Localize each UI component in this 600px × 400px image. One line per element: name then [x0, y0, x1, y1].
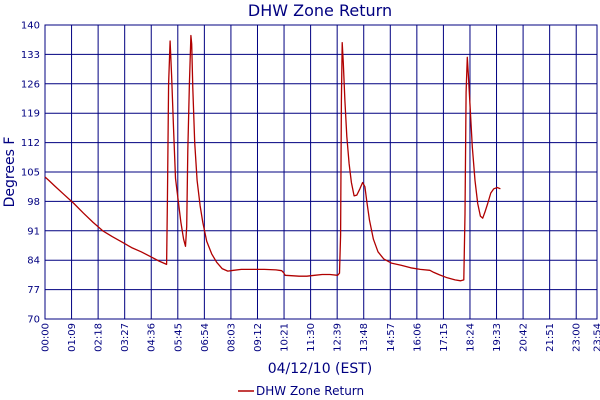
x-tick-label: 04:36: [147, 323, 158, 352]
y-tick-label: 105: [21, 168, 40, 179]
x-tick-label: 00:00: [41, 323, 52, 352]
y-axis-label: Degrees F: [2, 137, 18, 208]
y-tick-label: 126: [21, 79, 40, 90]
x-tick-label: 23:54: [593, 323, 600, 352]
x-tick-label: 13:48: [359, 323, 370, 352]
series-group: [44, 34, 501, 282]
plot-border: [44, 24, 598, 320]
x-tick-label: 20:42: [519, 323, 530, 352]
y-tick-label: 70: [27, 315, 40, 326]
x-tick-label: 11:30: [306, 323, 317, 352]
x-tick-label: 08:03: [226, 323, 237, 352]
x-tick-label: 21:51: [545, 323, 556, 352]
chart-title: DHW Zone Return: [248, 1, 392, 20]
y-tick-label: 140: [21, 21, 40, 32]
x-axis-ticks: 00:00 01:09 02:18 03:27 04:36 05:45 06:54 08:03…: [41, 323, 600, 352]
x-tick-label: 14:57: [386, 323, 397, 352]
x-tick-label: 10:21: [280, 323, 291, 352]
series-line-0: [44, 34, 501, 282]
x-tick-label: 19:33: [492, 323, 503, 352]
x-tick-label: 12:39: [333, 323, 344, 352]
y-tick-label: 119: [21, 109, 40, 120]
x-tick-label: 09:12: [253, 323, 264, 352]
y-tick-label: 98: [27, 197, 40, 208]
legend-label: DHW Zone Return: [256, 384, 364, 398]
y-tick-label: 77: [27, 285, 40, 296]
x-tick-label: 18:24: [465, 323, 476, 352]
x-tick-label: 17:15: [439, 323, 450, 352]
y-tick-label: 84: [27, 256, 40, 267]
grid-lines: [45, 25, 597, 319]
y-axis-ticks: 70 77 84 91 98 105 112 119 126 133 140: [21, 21, 40, 326]
x-tick-label: 06:54: [200, 323, 211, 352]
legend: DHW Zone Return: [238, 384, 364, 398]
y-tick-label: 133: [21, 50, 40, 61]
x-tick-label: 03:27: [120, 323, 131, 352]
x-tick-label: 23:00: [572, 323, 583, 352]
y-tick-label: 112: [21, 138, 40, 149]
x-tick-label: 05:45: [173, 323, 184, 352]
x-tick-label: 02:18: [94, 323, 105, 352]
x-tick-label: 01:09: [67, 323, 78, 352]
y-tick-label: 91: [27, 226, 40, 237]
x-tick-label: 16:06: [412, 323, 423, 352]
x-axis-label: 04/12/10 (EST): [268, 361, 373, 377]
